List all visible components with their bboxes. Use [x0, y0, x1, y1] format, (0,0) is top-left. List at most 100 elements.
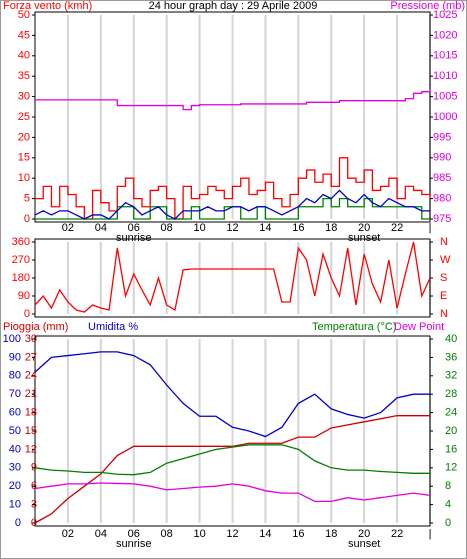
y-tick-label: 1025: [433, 9, 457, 21]
y-tick-label: 9: [31, 462, 37, 474]
y-tick-label: 360: [12, 236, 30, 248]
y-tick-label: 27: [25, 351, 37, 363]
y-tick-label: 980: [433, 193, 451, 205]
series-line: [34, 351, 430, 438]
x-tick-label: 22: [391, 222, 403, 234]
x-tick-label: 06: [128, 528, 140, 540]
x-tick-label: |: [429, 222, 432, 234]
x-tick-label: 10: [193, 222, 205, 234]
series-line: [35, 89, 431, 111]
y-tick-label: 10: [18, 172, 30, 184]
y-tick-label: 90: [9, 351, 21, 363]
x-tick-label: 12: [226, 528, 238, 540]
y-tick-label: 0: [445, 517, 451, 529]
y-tick-label: 30: [25, 333, 37, 345]
annotation: sunset: [348, 232, 380, 244]
y-tick-label: 40: [9, 443, 21, 455]
x-tick-label: |: [429, 528, 432, 540]
y-tick-label: 20: [18, 131, 30, 143]
series-line: [35, 197, 430, 220]
y-tick-label: 990: [433, 152, 451, 164]
y-tick-label: 6: [31, 480, 37, 492]
y-tick-label: 5: [24, 193, 30, 205]
y-tick-label: 45: [18, 29, 30, 41]
y-tick-label: 36: [445, 351, 457, 363]
y-tick-label: 18: [25, 407, 37, 419]
y-tick-label: N: [440, 236, 448, 248]
series-label: Forza vento (kmh): [3, 0, 92, 12]
series-label: Umidita %: [88, 321, 138, 333]
y-tick-label: 90: [18, 290, 30, 302]
series-line: [34, 415, 430, 524]
annotation: sunset: [348, 538, 380, 550]
x-tick-label: 04: [95, 528, 107, 540]
y-tick-label: 1005: [433, 91, 457, 103]
x-tick-label: 10: [193, 528, 205, 540]
y-tick-label: 8: [445, 480, 451, 492]
y-tick-label: 1000: [433, 111, 457, 123]
y-tick-label: 20: [9, 480, 21, 492]
series-line: [34, 444, 430, 476]
x-tick-label: 08: [161, 222, 173, 234]
y-tick-label: 20: [445, 425, 457, 437]
y-tick-label: 975: [433, 213, 451, 225]
y-tick-label: 32: [445, 370, 457, 382]
y-tick-label: E: [440, 290, 447, 302]
y-tick-label: 995: [433, 131, 451, 143]
x-tick-label: 08: [161, 528, 173, 540]
y-tick-label: 1015: [433, 50, 457, 62]
x-tick-label: 18: [325, 528, 337, 540]
x-tick-label: 20: [358, 528, 370, 540]
y-tick-label: 12: [445, 462, 457, 474]
y-tick-label: 40: [18, 50, 30, 62]
y-tick-label: 100: [3, 333, 21, 345]
x-tick-label: 02: [62, 528, 74, 540]
x-tick-label: 16: [292, 528, 304, 540]
y-tick-label: 40: [445, 333, 457, 345]
series-label: Temperatura (°C): [312, 321, 396, 333]
series-line: [35, 157, 431, 220]
x-tick-label: 20: [358, 222, 370, 234]
x-tick-label: 12: [226, 222, 238, 234]
y-tick-label: 80: [9, 370, 21, 382]
y-tick-label: 25: [18, 111, 30, 123]
series-label: Pressione (mb): [390, 0, 465, 12]
y-tick-label: 270: [12, 254, 30, 266]
x-tick-label: 14: [259, 528, 271, 540]
series-label: Pioggia (mm): [3, 321, 68, 333]
y-tick-label: 50: [18, 9, 30, 21]
y-tick-label: W: [440, 254, 451, 266]
y-tick-label: 35: [18, 70, 30, 82]
chart-title: 24 hour graph day : 29 Aprile 2009: [149, 0, 318, 12]
y-tick-label: 12: [25, 443, 37, 455]
y-tick-label: 0: [24, 308, 30, 320]
x-tick-label: 16: [292, 222, 304, 234]
x-tick-label: 02: [62, 222, 74, 234]
x-tick-label: 22: [391, 528, 403, 540]
y-tick-label: 60: [9, 407, 21, 419]
x-tick-label: 06: [128, 222, 140, 234]
y-tick-label: 15: [25, 425, 37, 437]
y-tick-label: 0: [15, 517, 21, 529]
y-tick-label: 70: [9, 388, 21, 400]
x-tick-label: 04: [95, 222, 107, 234]
series-line: [34, 241, 431, 313]
y-tick-label: 16: [445, 443, 457, 455]
y-tick-label: 0: [24, 213, 30, 225]
series-label: Dew Point: [394, 321, 444, 333]
y-tick-label: S: [440, 272, 447, 284]
y-tick-label: 24: [445, 407, 457, 419]
x-tick-label: 18: [325, 222, 337, 234]
y-tick-label: 985: [433, 172, 451, 184]
y-tick-label: 30: [9, 462, 21, 474]
y-tick-label: 0: [31, 517, 37, 529]
annotation: sunrise: [116, 538, 151, 550]
x-tick-label: 14: [259, 222, 271, 234]
y-tick-label: 30: [18, 91, 30, 103]
y-tick-label: 1020: [433, 29, 457, 41]
y-tick-label: 28: [445, 388, 457, 400]
y-tick-label: 21: [25, 388, 37, 400]
y-tick-label: 50: [9, 425, 21, 437]
y-tick-label: 3: [31, 499, 37, 511]
